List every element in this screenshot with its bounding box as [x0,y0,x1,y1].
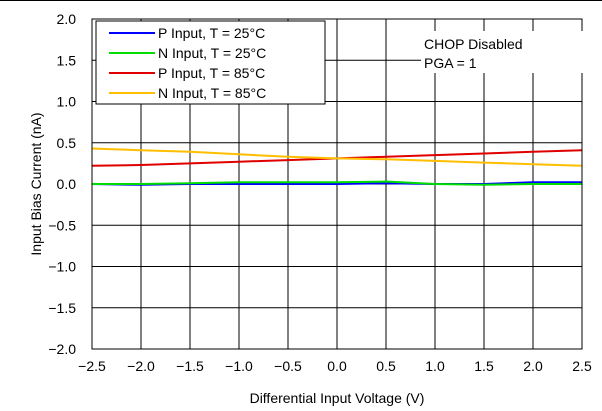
y-tick-labels: 2.0 1.5 1.0 0.5 0.0 −0.5 −1.0 −1.5 −2.0 [48,11,76,357]
annotation-background [421,31,586,73]
y-tick-label: 1.5 [57,52,77,68]
y-tick-label: −1.0 [48,259,76,275]
x-tick-label: 1.0 [425,358,445,374]
y-tick-label: −1.5 [48,300,76,316]
y-tick-label: −2.0 [48,341,76,357]
plot-frame [91,18,583,350]
x-tick-label: 0.0 [327,358,347,374]
y-tick-label: 2.0 [57,11,77,27]
series-layer [91,147,583,186]
x-axis-label: Differential Input Voltage (V) [250,390,425,406]
legend: P Input, T = 25°C N Input, T = 25°C P Inpu… [95,20,326,105]
top-rule [0,0,602,1]
x-tick-label: 2.5 [572,358,592,374]
annotation-box: CHOP Disabled PGA = 1 [421,31,586,73]
y-tick-label: −0.5 [48,217,76,233]
y-tick-label: 0.0 [57,176,77,192]
annotation-line-2: PGA = 1 [424,55,477,71]
legend-label-4: N Input, T = 85°C [158,85,266,101]
x-tick-label: 2.0 [523,358,543,374]
annotation-line-1: CHOP Disabled [424,36,523,52]
legend-label-1: P Input, T = 25°C [158,25,265,41]
y-axis-label: Input Bias Current (nA) [28,112,44,255]
legend-label-2: N Input, T = 25°C [158,45,266,61]
x-tick-label: 1.5 [474,358,494,374]
y-tick-label: 1.0 [57,94,77,110]
x-tick-label: −1.0 [225,358,253,374]
legend-label-3: P Input, T = 85°C [158,65,265,81]
x-tick-labels: −2.5 −2.0 −1.5 −1.0 −0.5 0.0 0.5 1.0 1.5 2.0 2.5 [78,358,592,374]
x-tick-label: −1.5 [176,358,204,374]
y-tick-label: 0.5 [57,135,77,151]
x-tick-label: −2.0 [127,358,155,374]
x-tick-label: 0.5 [376,358,396,374]
series-line-2 [92,180,582,186]
legend-box [95,20,326,105]
x-tick-label: −2.5 [78,358,106,374]
series-line-4 [91,147,583,167]
x-tick-label: −0.5 [274,358,302,374]
